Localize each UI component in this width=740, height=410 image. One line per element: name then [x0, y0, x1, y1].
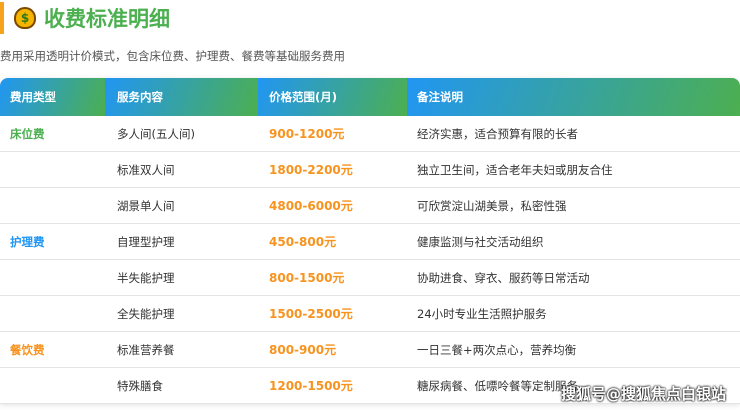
note-cell: 24小时专业生活照护服务	[417, 306, 547, 321]
category-cell: 餐饮费	[10, 342, 45, 357]
table-row: 半失能护理 800-1500元 协助进食、穿衣、服药等日常活动	[0, 260, 740, 296]
header-price: 价格范围(月)	[258, 78, 407, 116]
price-cell: 4800-6000元	[269, 199, 353, 213]
category-cell: 床位费	[10, 126, 45, 141]
service-cell: 湖景单人间	[117, 198, 175, 213]
watermark: 搜狐号@搜狐焦点白银站	[560, 385, 726, 403]
note-cell: 可欣赏淀山湖美景，私密性强	[417, 198, 567, 213]
header-fee-type: 费用类型	[0, 78, 105, 116]
table-row: 湖景单人间 4800-6000元 可欣赏淀山湖美景，私密性强	[0, 188, 740, 224]
note-cell: 经济实惠，适合预算有限的长者	[417, 126, 578, 141]
service-cell: 半失能护理	[117, 270, 175, 285]
note-cell: 独立卫生间，适合老年夫妇或朋友合住	[417, 162, 613, 177]
service-cell: 全失能护理	[117, 306, 175, 321]
table-header: 费用类型 服务内容 价格范围(月) 备注说明	[0, 78, 740, 116]
price-cell: 450-800元	[269, 235, 337, 249]
service-cell: 自理型护理	[117, 234, 175, 249]
header-service: 服务内容	[105, 78, 258, 116]
table-row: 标准双人间 1800-2200元 独立卫生间，适合老年夫妇或朋友合住	[0, 152, 740, 188]
service-cell: 标准双人间	[117, 162, 175, 177]
service-cell: 多人间(五人间)	[117, 126, 195, 141]
price-cell: 1500-2500元	[269, 307, 353, 321]
price-cell: 1800-2200元	[269, 163, 353, 177]
note-cell: 一日三餐+两次点心，营养均衡	[417, 342, 577, 357]
price-cell: 900-1200元	[269, 127, 345, 141]
subtitle: 费用采用透明计价模式，包含床位费、护理费、餐费等基础服务费用	[0, 49, 345, 63]
header-note: 备注说明	[407, 78, 740, 116]
section-title: $ 收费标准明细	[0, 2, 170, 34]
page-title: 收费标准明细	[44, 7, 170, 31]
service-cell: 特殊膳食	[117, 378, 163, 393]
service-cell: 标准营养餐	[117, 342, 175, 357]
note-cell: 协助进食、穿衣、服药等日常活动	[417, 270, 590, 285]
fee-table: 费用类型 服务内容 价格范围(月) 备注说明 床位费 多人间(五人间) 900-12…	[0, 78, 740, 404]
table-row: 餐饮费 标准营养餐 800-900元 一日三餐+两次点心，营养均衡	[0, 332, 740, 368]
price-cell: 1200-1500元	[269, 379, 353, 393]
price-cell: 800-900元	[269, 343, 337, 357]
table-row: 全失能护理 1500-2500元 24小时专业生活照护服务	[0, 296, 740, 332]
note-cell: 糖尿病餐、低嘌呤餐等定制服务	[417, 378, 578, 393]
note-cell: 健康监测与社交活动组织	[417, 234, 544, 249]
table-row: 护理费 自理型护理 450-800元 健康监测与社交活动组织	[0, 224, 740, 260]
category-cell: 护理费	[10, 234, 45, 249]
price-cell: 800-1500元	[269, 271, 345, 285]
money-bag-icon: $	[14, 7, 36, 29]
table-row: 床位费 多人间(五人间) 900-1200元 经济实惠，适合预算有限的长者	[0, 116, 740, 152]
table-row: 特殊膳食 1200-1500元 糖尿病餐、低嘌呤餐等定制服务	[0, 368, 740, 404]
